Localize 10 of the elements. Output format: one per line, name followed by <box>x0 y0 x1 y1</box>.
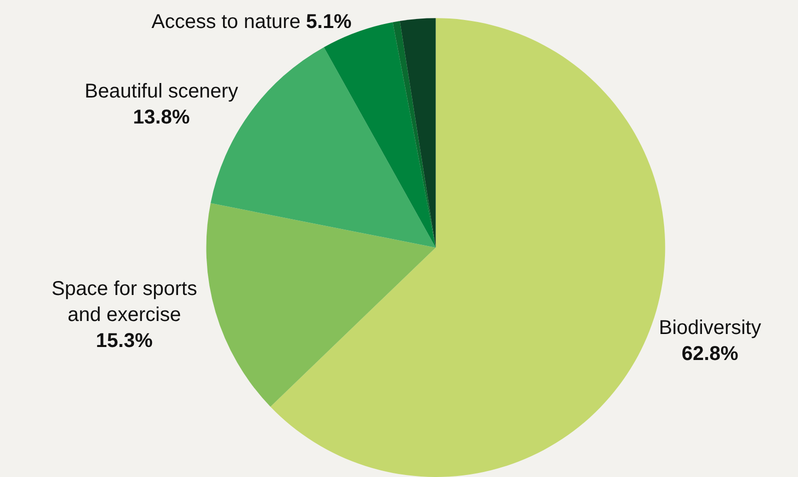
slice-label: Beautiful scenery <box>84 80 238 102</box>
data-label: 5.1% <box>306 11 352 34</box>
slice-label: Access to nature <box>151 11 300 34</box>
data-label: 62.8% <box>682 343 739 366</box>
pie-slice <box>392 20 436 248</box>
data-label: 15.3% <box>96 330 153 352</box>
slice-label: Space for sports and exercise <box>51 278 198 326</box>
data-label: 13.8% <box>133 106 190 128</box>
pie-slice <box>206 203 436 407</box>
slice-label: Biodiversity <box>658 317 762 340</box>
